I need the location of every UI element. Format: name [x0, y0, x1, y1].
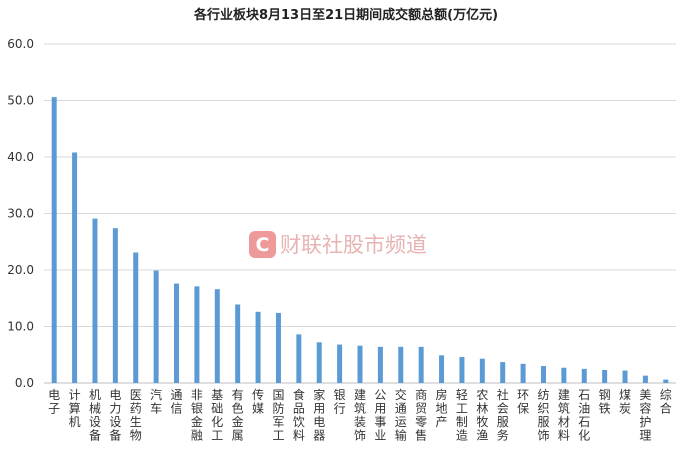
bar — [459, 357, 465, 383]
x-tick-label: 有色金属 — [232, 388, 244, 443]
bar — [275, 312, 281, 383]
y-tick-label: 0.0 — [15, 376, 34, 390]
bar — [663, 379, 669, 383]
bar — [296, 334, 302, 383]
x-tick-label: 纺织服饰 — [537, 388, 549, 443]
bar — [92, 218, 98, 383]
y-tick-label: 60.0 — [7, 37, 34, 51]
bar — [194, 286, 200, 383]
x-tick-label: 轻工制造 — [456, 388, 468, 443]
x-tick-label: 医药生物 — [130, 388, 142, 443]
x-tick-label: 交通运输 — [395, 387, 407, 443]
x-axis: 电子计算机机械设备电力设备医药生物汽车通信非银金融基础化工有色金属传媒国防军工食… — [48, 387, 672, 443]
bar — [316, 342, 322, 383]
x-tick-label: 传媒 — [252, 387, 264, 416]
watermark-text: 财联社股市频道 — [280, 233, 427, 257]
bar — [398, 346, 404, 383]
x-tick-label: 国防军工 — [272, 388, 284, 443]
bar — [337, 344, 343, 383]
x-tick-label: 美容护理 — [639, 388, 651, 443]
watermark: C 财联社股市频道 — [249, 231, 427, 258]
x-tick-label: 社会服务 — [497, 387, 509, 443]
bar — [174, 283, 180, 383]
x-tick-label: 石油石化 — [578, 388, 590, 443]
x-tick-label: 电子 — [48, 388, 60, 416]
watermark-logo-icon — [249, 231, 276, 258]
x-tick-label: 电力设备 — [109, 388, 121, 443]
bar — [51, 97, 57, 384]
bar — [500, 362, 506, 383]
y-tick-label: 20.0 — [7, 263, 34, 277]
y-tick-label: 30.0 — [7, 207, 34, 221]
bar — [418, 346, 424, 383]
y-tick-label: 50.0 — [7, 94, 34, 108]
x-tick-label: 银行 — [334, 388, 346, 416]
bar — [581, 368, 587, 383]
x-tick-label: 计算机 — [69, 388, 81, 429]
x-tick-label: 环保 — [517, 388, 529, 416]
bars — [51, 97, 669, 384]
bar — [561, 367, 567, 383]
bar — [520, 363, 526, 383]
bar — [439, 355, 445, 383]
chart-title: 各行业板块8月13日至21日期间成交额总额(万亿元) — [193, 7, 498, 23]
x-tick-label: 非银金融 — [191, 388, 203, 443]
x-tick-label: 汽车 — [150, 387, 162, 416]
x-tick-label: 建筑装饰 — [354, 388, 366, 443]
x-tick-label: 农林牧渔 — [476, 388, 488, 443]
x-tick-label: 钢铁 — [599, 388, 611, 416]
bar — [602, 370, 608, 383]
x-tick-label: 综合 — [660, 388, 672, 416]
x-tick-label: 房地产 — [436, 387, 448, 429]
bar — [72, 152, 78, 383]
y-axis: 0.0 10.0 20.0 30.0 40.0 50.0 60.0 — [7, 37, 34, 390]
bar — [133, 252, 139, 383]
x-tick-label: 公用事业 — [374, 388, 386, 443]
bar — [357, 345, 363, 383]
x-tick-label: 煤炭 — [619, 388, 631, 416]
x-tick-label: 建筑材料 — [558, 388, 570, 443]
x-tick-label: 通信 — [171, 388, 183, 416]
bar — [214, 289, 220, 383]
x-tick-label: 机械设备 — [89, 388, 101, 443]
bar — [377, 346, 383, 383]
bar — [622, 370, 628, 383]
x-tick-label: 基础化工 — [211, 388, 223, 443]
gridlines — [44, 43, 676, 384]
bar — [255, 311, 261, 383]
x-tick-label: 家用电器 — [313, 387, 325, 443]
bar — [642, 375, 648, 383]
bar — [540, 366, 546, 383]
bar — [479, 358, 485, 383]
y-tick-label: 10.0 — [7, 320, 34, 334]
x-tick-label: 商贸零售 — [415, 387, 427, 443]
bar — [235, 304, 241, 383]
bar — [112, 228, 118, 383]
x-tick-label: 食品饮料 — [293, 387, 305, 443]
watermark-logo-letter: C — [256, 234, 270, 256]
y-tick-label: 40.0 — [7, 150, 34, 164]
bar — [153, 270, 159, 383]
